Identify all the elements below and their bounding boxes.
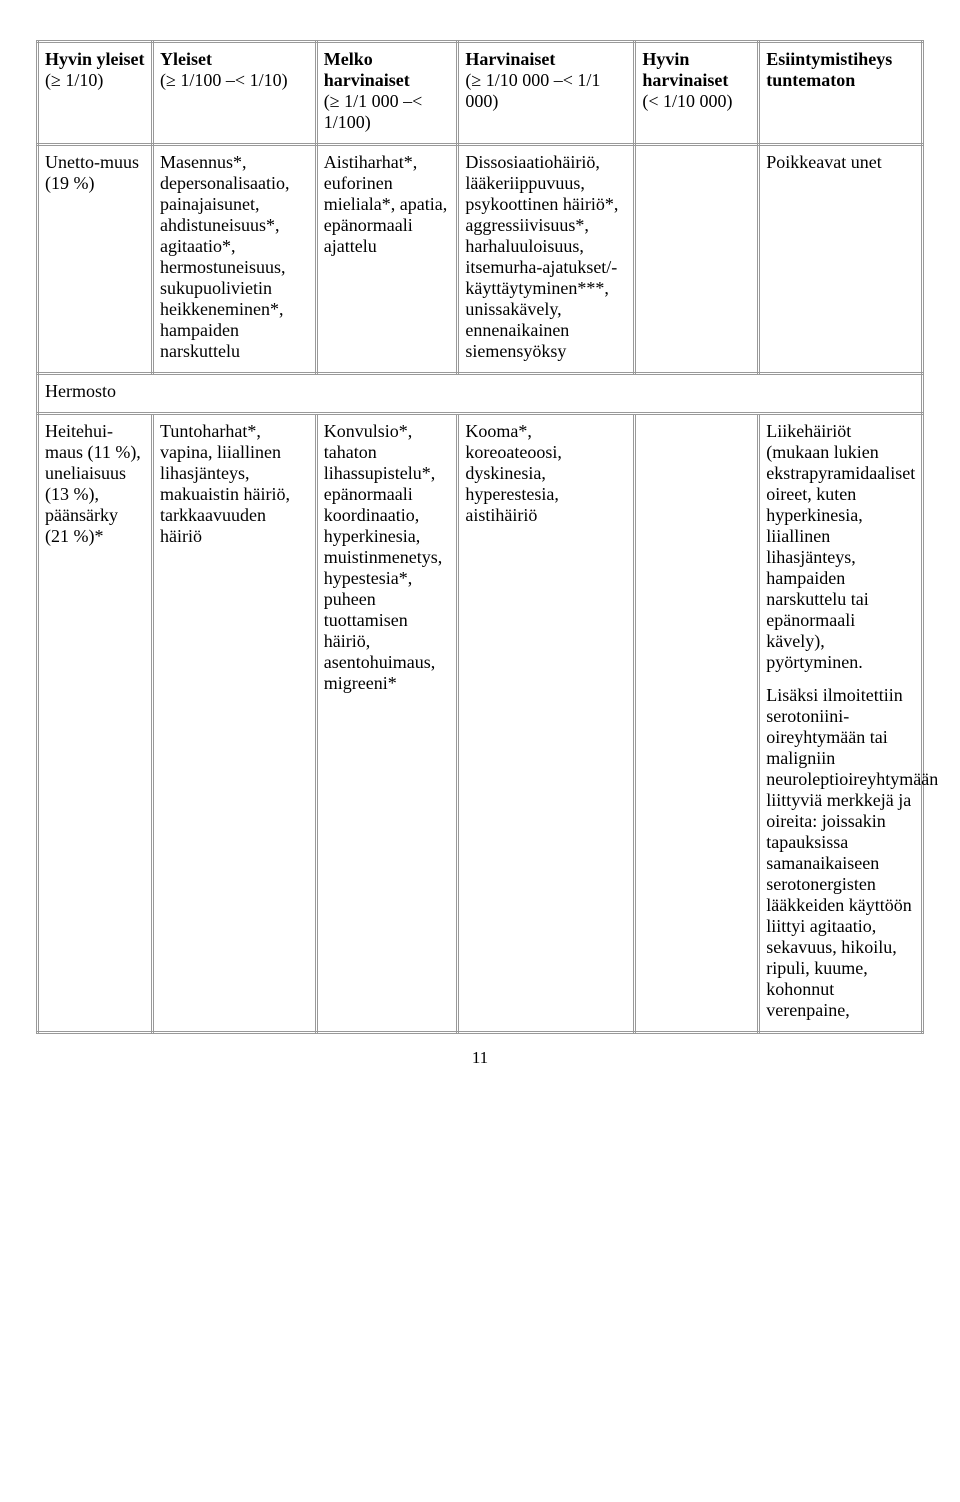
header-col5-title: Hyvin harvinaiset [642,49,728,90]
header-col5: Hyvin harvinaiset (< 1/10 000) [635,42,759,145]
row1-col5 [635,145,759,374]
row1-col2: Masennus*, depersonalisaatio, painajaisu… [153,145,317,374]
section-row-1: Hermosto [38,374,923,414]
row2-col2: Tuntoharhat*, vapina, liiallinen lihasjä… [153,414,317,1033]
header-col3-title: Melko harvinaiset [324,49,410,90]
row2-col4: Kooma*, koreoateoosi, dyskinesia, hypere… [458,414,635,1033]
row1-col1: Unetto-muus (19 %) [38,145,153,374]
row2-col6: Liikehäiriöt (mukaan lukien ekstrapyrami… [759,414,923,1033]
header-col4: Harvinaiset (≥ 1/10 000 –< 1/1 000) [458,42,635,145]
header-col1-sub: (≥ 1/10) [45,70,103,90]
header-col2: Yleiset (≥ 1/100 –< 1/10) [153,42,317,145]
header-col4-title: Harvinaiset [465,49,555,69]
row2-col5 [635,414,759,1033]
header-col4-sub: (≥ 1/10 000 –< 1/1 000) [465,70,600,111]
row2-col6-p1: Liikehäiriöt (mukaan lukien ekstrapyrami… [766,421,915,673]
header-col1: Hyvin yleiset (≥ 1/10) [38,42,153,145]
row1-col3: Aistiharhat*, euforinen mieliala*, apati… [316,145,458,374]
adverse-effects-table: Hyvin yleiset (≥ 1/10) Yleiset (≥ 1/100 … [36,40,924,1034]
row2-col1: Heitehui-maus (11 %), uneliaisuus (13 %)… [38,414,153,1033]
data-row-2: Heitehui-maus (11 %), uneliaisuus (13 %)… [38,414,923,1033]
header-row: Hyvin yleiset (≥ 1/10) Yleiset (≥ 1/100 … [38,42,923,145]
header-col2-title: Yleiset [160,49,212,69]
row1-col4: Dissosiaatiohäiriö, lääkeriippuvuus, psy… [458,145,635,374]
header-col2-sub: (≥ 1/100 –< 1/10) [160,70,288,90]
page-number: 11 [36,1034,924,1068]
section-label: Hermosto [38,374,923,414]
header-col3: Melko harvinaiset (≥ 1/1 000 –< 1/100) [316,42,458,145]
header-col3-sub: (≥ 1/1 000 –< 1/100) [324,91,423,132]
header-col5-sub: (< 1/10 000) [642,91,732,111]
row1-col6: Poikkeavat unet [759,145,923,374]
header-col6: Esiintymistiheys tuntematon [759,42,923,145]
header-col6-title: Esiintymistiheys tuntematon [766,49,892,90]
header-col1-title: Hyvin yleiset [45,49,145,69]
data-row-1: Unetto-muus (19 %) Masennus*, depersonal… [38,145,923,374]
row2-col6-p2: Lisäksi ilmoitettiin serotoniini-oireyht… [766,685,915,1021]
row2-col3: Konvulsio*, tahaton lihassupistelu*, epä… [316,414,458,1033]
